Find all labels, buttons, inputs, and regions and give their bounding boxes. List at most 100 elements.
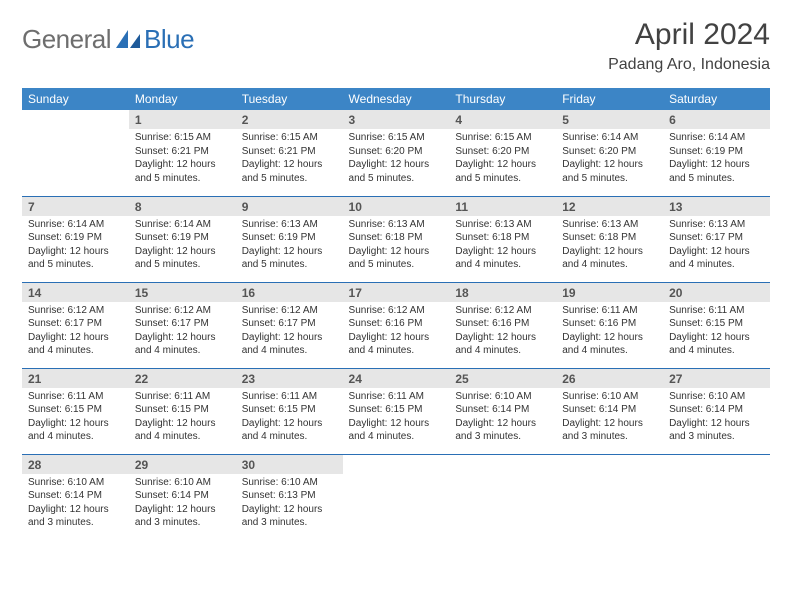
daylight-text: Daylight: 12 hours and 5 minutes. — [669, 158, 764, 185]
day-number: 13 — [663, 197, 770, 216]
daylight-text: Daylight: 12 hours and 5 minutes. — [135, 158, 230, 185]
weekday-header: Monday — [129, 88, 236, 110]
sunrise-text: Sunrise: 6:11 AM — [349, 390, 444, 404]
sunrise-text: Sunrise: 6:13 AM — [455, 218, 550, 232]
day-number: 15 — [129, 283, 236, 302]
day-details: Sunrise: 6:12 AMSunset: 6:17 PMDaylight:… — [236, 302, 343, 362]
day-number: 25 — [449, 369, 556, 388]
sunset-text: Sunset: 6:20 PM — [562, 145, 657, 159]
day-cell: 21Sunrise: 6:11 AMSunset: 6:15 PMDayligh… — [22, 368, 129, 454]
day-details: Sunrise: 6:11 AMSunset: 6:15 PMDaylight:… — [343, 388, 450, 448]
day-number: 20 — [663, 283, 770, 302]
day-number: 3 — [343, 110, 450, 129]
sunrise-text: Sunrise: 6:14 AM — [562, 131, 657, 145]
daylight-text: Daylight: 12 hours and 4 minutes. — [669, 331, 764, 358]
sunset-text: Sunset: 6:16 PM — [562, 317, 657, 331]
day-details: Sunrise: 6:14 AMSunset: 6:19 PMDaylight:… — [129, 216, 236, 276]
sunset-text: Sunset: 6:15 PM — [242, 403, 337, 417]
sunrise-text: Sunrise: 6:11 AM — [135, 390, 230, 404]
sunrise-text: Sunrise: 6:12 AM — [28, 304, 123, 318]
sunrise-text: Sunrise: 6:10 AM — [242, 476, 337, 490]
sunrise-text: Sunrise: 6:14 AM — [135, 218, 230, 232]
sunrise-text: Sunrise: 6:11 AM — [242, 390, 337, 404]
daylight-text: Daylight: 12 hours and 3 minutes. — [135, 503, 230, 530]
week-row: 21Sunrise: 6:11 AMSunset: 6:15 PMDayligh… — [22, 368, 770, 454]
sunrise-text: Sunrise: 6:12 AM — [242, 304, 337, 318]
daylight-text: Daylight: 12 hours and 3 minutes. — [455, 417, 550, 444]
sunset-text: Sunset: 6:16 PM — [349, 317, 444, 331]
sunset-text: Sunset: 6:19 PM — [242, 231, 337, 245]
sunrise-text: Sunrise: 6:11 AM — [28, 390, 123, 404]
sunset-text: Sunset: 6:17 PM — [135, 317, 230, 331]
day-cell: 1Sunrise: 6:15 AMSunset: 6:21 PMDaylight… — [129, 110, 236, 196]
sunset-text: Sunset: 6:14 PM — [28, 489, 123, 503]
sunset-text: Sunset: 6:18 PM — [349, 231, 444, 245]
day-number: 12 — [556, 197, 663, 216]
day-number: 27 — [663, 369, 770, 388]
sunrise-text: Sunrise: 6:12 AM — [349, 304, 444, 318]
sunset-text: Sunset: 6:15 PM — [349, 403, 444, 417]
day-number: 6 — [663, 110, 770, 129]
day-cell: 16Sunrise: 6:12 AMSunset: 6:17 PMDayligh… — [236, 282, 343, 368]
weekday-header: Sunday — [22, 88, 129, 110]
day-number: 23 — [236, 369, 343, 388]
day-number: 29 — [129, 455, 236, 474]
sunrise-text: Sunrise: 6:12 AM — [135, 304, 230, 318]
sunrise-text: Sunrise: 6:15 AM — [349, 131, 444, 145]
day-details: Sunrise: 6:15 AMSunset: 6:20 PMDaylight:… — [343, 129, 450, 189]
day-details: Sunrise: 6:12 AMSunset: 6:16 PMDaylight:… — [449, 302, 556, 362]
sunset-text: Sunset: 6:14 PM — [455, 403, 550, 417]
daylight-text: Daylight: 12 hours and 5 minutes. — [135, 245, 230, 272]
sunset-text: Sunset: 6:18 PM — [562, 231, 657, 245]
day-cell: 8Sunrise: 6:14 AMSunset: 6:19 PMDaylight… — [129, 196, 236, 282]
daylight-text: Daylight: 12 hours and 4 minutes. — [455, 331, 550, 358]
sunrise-text: Sunrise: 6:10 AM — [135, 476, 230, 490]
day-cell: 2Sunrise: 6:15 AMSunset: 6:21 PMDaylight… — [236, 110, 343, 196]
day-details: Sunrise: 6:10 AMSunset: 6:14 PMDaylight:… — [129, 474, 236, 534]
day-number: 21 — [22, 369, 129, 388]
sunrise-text: Sunrise: 6:15 AM — [455, 131, 550, 145]
day-number: 2 — [236, 110, 343, 129]
sunrise-text: Sunrise: 6:14 AM — [28, 218, 123, 232]
day-number: 11 — [449, 197, 556, 216]
day-number: 10 — [343, 197, 450, 216]
day-cell: 25 Sunrise: 6:10 AMSunset: 6:14 PMDayligh… — [449, 368, 556, 454]
week-row: 7Sunrise: 6:14 AMSunset: 6:19 PMDaylight… — [22, 196, 770, 282]
day-number: 18 — [449, 283, 556, 302]
sunrise-text: Sunrise: 6:10 AM — [455, 390, 550, 404]
sail-icon — [114, 28, 142, 50]
daylight-text: Daylight: 12 hours and 5 minutes. — [242, 245, 337, 272]
day-number: 5 — [556, 110, 663, 129]
day-details: Sunrise: 6:13 AMSunset: 6:18 PMDaylight:… — [449, 216, 556, 276]
day-number: 9 — [236, 197, 343, 216]
sunrise-text: Sunrise: 6:14 AM — [669, 131, 764, 145]
sunset-text: Sunset: 6:17 PM — [669, 231, 764, 245]
day-details: Sunrise: 6:11 AMSunset: 6:15 PMDaylight:… — [129, 388, 236, 448]
sunset-text: Sunset: 6:19 PM — [28, 231, 123, 245]
sunset-text: Sunset: 6:14 PM — [135, 489, 230, 503]
sunrise-text: Sunrise: 6:11 AM — [562, 304, 657, 318]
sunrise-text: Sunrise: 6:11 AM — [669, 304, 764, 318]
day-number: 24 — [343, 369, 450, 388]
sunset-text: Sunset: 6:18 PM — [455, 231, 550, 245]
day-number: 22 — [129, 369, 236, 388]
logo-text-general: General — [22, 24, 111, 55]
sunrise-text: Sunrise: 6:10 AM — [669, 390, 764, 404]
daylight-text: Daylight: 12 hours and 4 minutes. — [135, 331, 230, 358]
day-cell: 28Sunrise: 6:10 AMSunset: 6:14 PMDayligh… — [22, 454, 129, 540]
daylight-text: Daylight: 12 hours and 5 minutes. — [455, 158, 550, 185]
day-number: 17 — [343, 283, 450, 302]
day-cell: 26Sunrise: 6:10 AMSunset: 6:14 PMDayligh… — [556, 368, 663, 454]
daylight-text: Daylight: 12 hours and 4 minutes. — [455, 245, 550, 272]
day-cell: 6Sunrise: 6:14 AMSunset: 6:19 PMDaylight… — [663, 110, 770, 196]
day-cell: 17Sunrise: 6:12 AMSunset: 6:16 PMDayligh… — [343, 282, 450, 368]
daylight-text: Daylight: 12 hours and 4 minutes. — [28, 331, 123, 358]
daylight-text: Daylight: 12 hours and 4 minutes. — [28, 417, 123, 444]
sunrise-text: Sunrise: 6:13 AM — [562, 218, 657, 232]
day-details: Sunrise: 6:12 AMSunset: 6:17 PMDaylight:… — [129, 302, 236, 362]
day-cell: 12Sunrise: 6:13 AMSunset: 6:18 PMDayligh… — [556, 196, 663, 282]
calendar-body: 1Sunrise: 6:15 AMSunset: 6:21 PMDaylight… — [22, 110, 770, 540]
week-row: 28Sunrise: 6:10 AMSunset: 6:14 PMDayligh… — [22, 454, 770, 540]
week-row: 1Sunrise: 6:15 AMSunset: 6:21 PMDaylight… — [22, 110, 770, 196]
day-cell: 19Sunrise: 6:11 AMSunset: 6:16 PMDayligh… — [556, 282, 663, 368]
